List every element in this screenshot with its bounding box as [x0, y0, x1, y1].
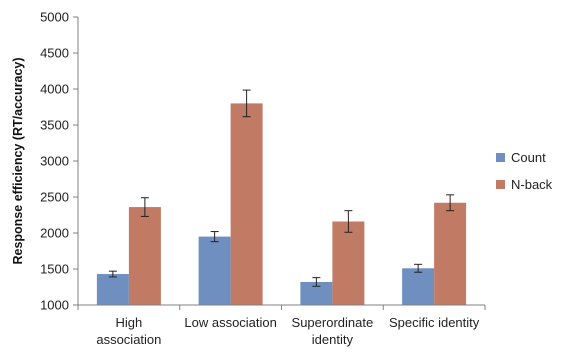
x-category-label: Superordinate identity — [292, 315, 374, 347]
y-tick-label: 1000 — [40, 298, 69, 313]
legend-label: Count — [511, 150, 546, 165]
bar-count — [300, 281, 333, 305]
bar-n-back — [230, 103, 263, 306]
x-category-label: Specific identity — [389, 315, 480, 330]
y-tick-label: 3000 — [40, 154, 69, 169]
bar-count — [402, 268, 435, 305]
x-category-label-line: Specific identity — [389, 315, 480, 330]
y-tick-label: 4000 — [40, 82, 69, 97]
legend-swatch — [496, 180, 505, 189]
bars — [96, 89, 467, 306]
legend-swatch — [496, 153, 505, 162]
y-tick-label: 1500 — [40, 262, 69, 277]
x-category-label-line: association — [96, 332, 161, 347]
y-tick-label: 2000 — [40, 226, 69, 241]
x-axis: High association Low association Superordin… — [77, 304, 486, 347]
y-tick-label: 5000 — [40, 10, 69, 25]
legend: Count N-back — [496, 150, 553, 192]
legend-label: N-back — [511, 177, 553, 192]
x-category-label: High association — [96, 315, 161, 347]
y-tick-label: 3500 — [40, 118, 69, 133]
bar-count — [96, 274, 129, 305]
bar-n-back — [332, 221, 365, 305]
x-category-label-line: identity — [312, 332, 354, 347]
x-category-label-line: High — [116, 315, 143, 330]
bar-count — [198, 236, 231, 305]
y-axis-label: Response efficiency (RT/accuracy) — [11, 57, 25, 264]
y-tick-label: 2500 — [40, 190, 69, 205]
x-category-label-line: Low association — [184, 315, 277, 330]
x-category-label-line: Superordinate — [292, 315, 374, 330]
y-tick-label: 4500 — [40, 46, 69, 61]
bar-n-back — [434, 202, 467, 305]
y-axis: 1000 1500 2000 2500 3000 3500 4000 4500 5000 — [40, 10, 79, 313]
x-category-label: Low association — [184, 315, 277, 330]
bar-n-back — [128, 207, 161, 305]
